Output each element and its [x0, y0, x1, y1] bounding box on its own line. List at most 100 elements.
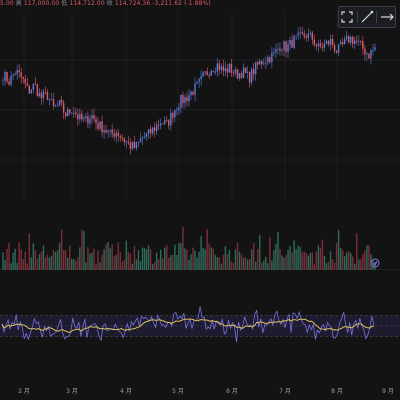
candle-body[interactable] — [329, 38, 332, 45]
volume-bar[interactable] — [115, 254, 117, 270]
volume-bar[interactable] — [287, 249, 289, 270]
volume-bar[interactable] — [246, 259, 249, 270]
volume-bar[interactable] — [52, 250, 55, 270]
candle-body[interactable] — [141, 137, 144, 139]
candle-body[interactable] — [299, 32, 301, 34]
candle-body[interactable] — [301, 32, 303, 34]
volume-bar[interactable] — [141, 247, 144, 270]
candle-body[interactable] — [26, 83, 28, 86]
pencil-line-icon[interactable] — [360, 10, 374, 24]
candle-body[interactable] — [4, 71, 6, 81]
candle-body[interactable] — [325, 40, 328, 44]
volume-bar[interactable] — [222, 254, 225, 270]
candle-body[interactable] — [327, 40, 330, 45]
candle-body[interactable] — [71, 112, 73, 114]
volume-bar[interactable] — [170, 255, 172, 270]
volume-bar[interactable] — [358, 259, 360, 270]
candle-body[interactable] — [238, 73, 241, 79]
candle-body[interactable] — [348, 36, 350, 43]
candle-body[interactable] — [337, 44, 340, 53]
volume-bar[interactable] — [71, 258, 73, 270]
volume-bar[interactable] — [99, 262, 101, 270]
rsi-moving-average-line[interactable] — [1, 318, 375, 333]
volume-bar[interactable] — [360, 259, 362, 270]
volume-bar[interactable] — [315, 251, 318, 270]
candle-body[interactable] — [279, 48, 281, 51]
volume-bar[interactable] — [192, 247, 194, 270]
candle-body[interactable] — [345, 36, 348, 40]
volume-bar[interactable] — [107, 242, 109, 270]
candle-body[interactable] — [38, 92, 41, 97]
volume-bar[interactable] — [182, 226, 184, 270]
candle-body[interactable] — [291, 39, 293, 48]
candle-body[interactable] — [186, 97, 188, 102]
candle-body[interactable] — [263, 63, 265, 65]
volume-bar[interactable] — [325, 263, 328, 270]
candle-body[interactable] — [40, 92, 43, 99]
volume-bar[interactable] — [42, 245, 45, 270]
candle-body[interactable] — [354, 40, 356, 44]
candle-body[interactable] — [206, 71, 208, 75]
volume-bar[interactable] — [81, 229, 83, 270]
volume-bar[interactable] — [101, 255, 103, 270]
candle-body[interactable] — [42, 91, 45, 99]
candle-body[interactable] — [164, 120, 166, 124]
candle-body[interactable] — [109, 129, 111, 131]
candle-body[interactable] — [75, 112, 77, 115]
candle-body[interactable] — [281, 50, 283, 51]
event-marker-icon[interactable] — [370, 258, 380, 268]
candle-body[interactable] — [24, 78, 26, 84]
candle-body[interactable] — [321, 46, 324, 48]
volume-bar[interactable] — [232, 263, 235, 270]
candle-body[interactable] — [125, 141, 128, 143]
candle-body[interactable] — [277, 48, 279, 50]
volume-bar[interactable] — [345, 252, 348, 270]
volume-bar[interactable] — [295, 249, 297, 270]
volume-bar[interactable] — [121, 261, 123, 270]
candle-body[interactable] — [137, 141, 140, 143]
candle-body[interactable] — [265, 62, 267, 64]
candle-body[interactable] — [242, 67, 245, 78]
candle-body[interactable] — [252, 69, 255, 75]
candle-body[interactable] — [250, 69, 253, 83]
volume-bar[interactable] — [131, 263, 134, 270]
volume-bar[interactable] — [196, 257, 198, 270]
volume-bar[interactable] — [366, 245, 368, 270]
candle-body[interactable] — [317, 43, 320, 47]
volume-bar[interactable] — [168, 257, 170, 270]
candle-body[interactable] — [257, 62, 259, 65]
volume-bar[interactable] — [103, 249, 105, 270]
volume-bar[interactable] — [157, 259, 160, 270]
volume-bar[interactable] — [348, 250, 350, 270]
volume-bar[interactable] — [305, 252, 307, 270]
candle-body[interactable] — [133, 141, 136, 149]
volume-bar[interactable] — [4, 259, 6, 270]
candle-body[interactable] — [224, 68, 227, 72]
candle-body[interactable] — [204, 71, 206, 73]
candle-body[interactable] — [255, 62, 257, 75]
volume-bar[interactable] — [172, 255, 174, 270]
candle-body[interactable] — [176, 109, 178, 111]
candle-body[interactable] — [66, 109, 69, 117]
candle-body[interactable] — [91, 115, 93, 119]
volume-bar[interactable] — [303, 251, 305, 270]
candle-body[interactable] — [170, 112, 172, 126]
candle-body[interactable] — [341, 41, 344, 45]
candle-body[interactable] — [89, 118, 91, 124]
volume-bar[interactable] — [18, 242, 20, 270]
volume-bar[interactable] — [127, 252, 130, 270]
volume-bar[interactable] — [220, 263, 223, 270]
candle-body[interactable] — [194, 83, 196, 95]
candle-body[interactable] — [62, 103, 65, 113]
volume-bar[interactable] — [24, 251, 26, 270]
volume-bar[interactable] — [271, 260, 273, 270]
candle-body[interactable] — [172, 112, 174, 118]
candle-body[interactable] — [12, 75, 14, 76]
candle-body[interactable] — [366, 53, 368, 55]
volume-bar[interactable] — [60, 229, 63, 270]
volume-bar[interactable] — [186, 249, 188, 270]
candle-body[interactable] — [119, 135, 121, 138]
candle-body[interactable] — [297, 32, 299, 36]
candle-body[interactable] — [343, 39, 346, 45]
volume-bar[interactable] — [40, 251, 43, 270]
